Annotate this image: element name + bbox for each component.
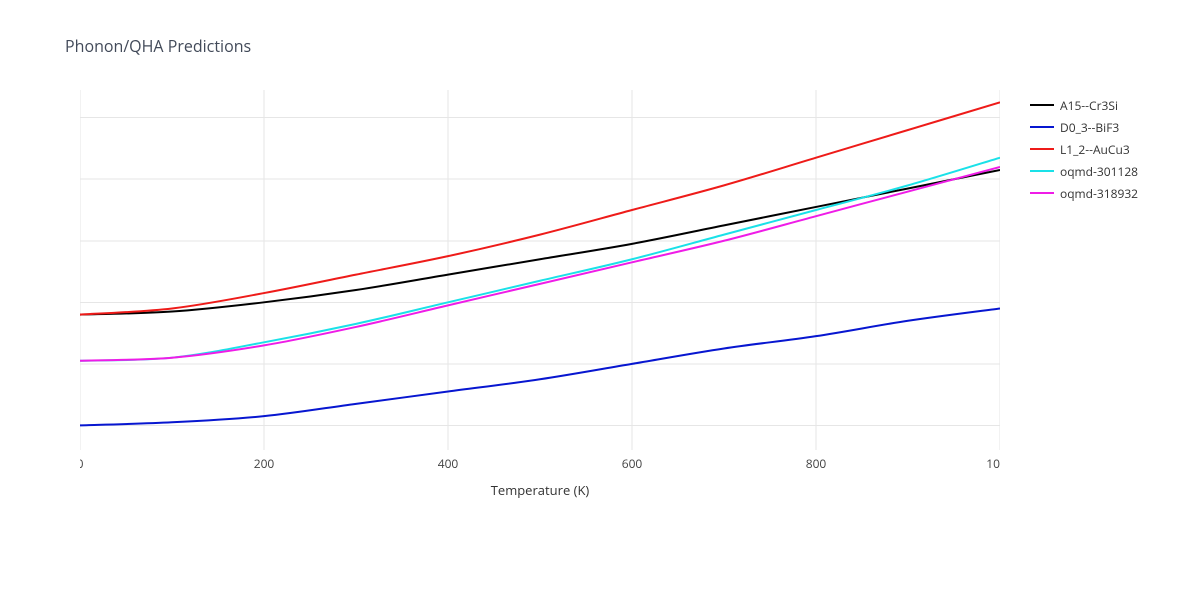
svg-text:200: 200 xyxy=(254,455,275,472)
svg-text:400: 400 xyxy=(438,455,459,472)
legend-swatch xyxy=(1030,126,1054,128)
x-ticks: 0 200 400 600 800 1000 xyxy=(80,455,1000,472)
legend-swatch xyxy=(1030,192,1054,194)
plot-area: 02004006008001000 1212.212.412.612.813 T… xyxy=(80,90,1000,510)
legend-label: oqmd-301128 xyxy=(1060,163,1138,180)
legend-item[interactable]: oqmd-318932 xyxy=(1030,183,1138,203)
series-group xyxy=(80,102,1000,425)
legend-label: oqmd-318932 xyxy=(1060,185,1138,202)
legend-label: A15--Cr3Si xyxy=(1060,97,1118,114)
legend-swatch xyxy=(1030,170,1054,172)
legend-swatch xyxy=(1030,104,1054,106)
legend-item[interactable]: A15--Cr3Si xyxy=(1030,95,1138,115)
legend[interactable]: A15--Cr3Si D0_3--BiF3 L1_2--AuCu3 oqmd-3011… xyxy=(1030,95,1138,205)
svg-text:800: 800 xyxy=(806,455,827,472)
legend-swatch xyxy=(1030,148,1054,150)
svg-text:1000: 1000 xyxy=(986,455,1000,472)
chart-container: Phonon/QHA Predictions 0 200 400 600 800 1000… xyxy=(0,0,1200,600)
series-line[interactable] xyxy=(80,167,1000,361)
series-line[interactable] xyxy=(80,308,1000,425)
legend-item[interactable]: oqmd-301128 xyxy=(1030,161,1138,181)
legend-item[interactable]: L1_2--AuCu3 xyxy=(1030,139,1138,159)
x-axis-label: Temperature (K) xyxy=(491,481,590,499)
series-line[interactable] xyxy=(80,170,1000,315)
legend-label: L1_2--AuCu3 xyxy=(1060,141,1130,158)
legend-item[interactable]: D0_3--BiF3 xyxy=(1030,117,1138,137)
svg-text:0: 0 xyxy=(80,455,84,472)
legend-label: D0_3--BiF3 xyxy=(1060,119,1119,136)
svg-text:600: 600 xyxy=(622,455,643,472)
chart-title: Phonon/QHA Predictions xyxy=(65,35,251,57)
series-line[interactable] xyxy=(80,102,1000,314)
